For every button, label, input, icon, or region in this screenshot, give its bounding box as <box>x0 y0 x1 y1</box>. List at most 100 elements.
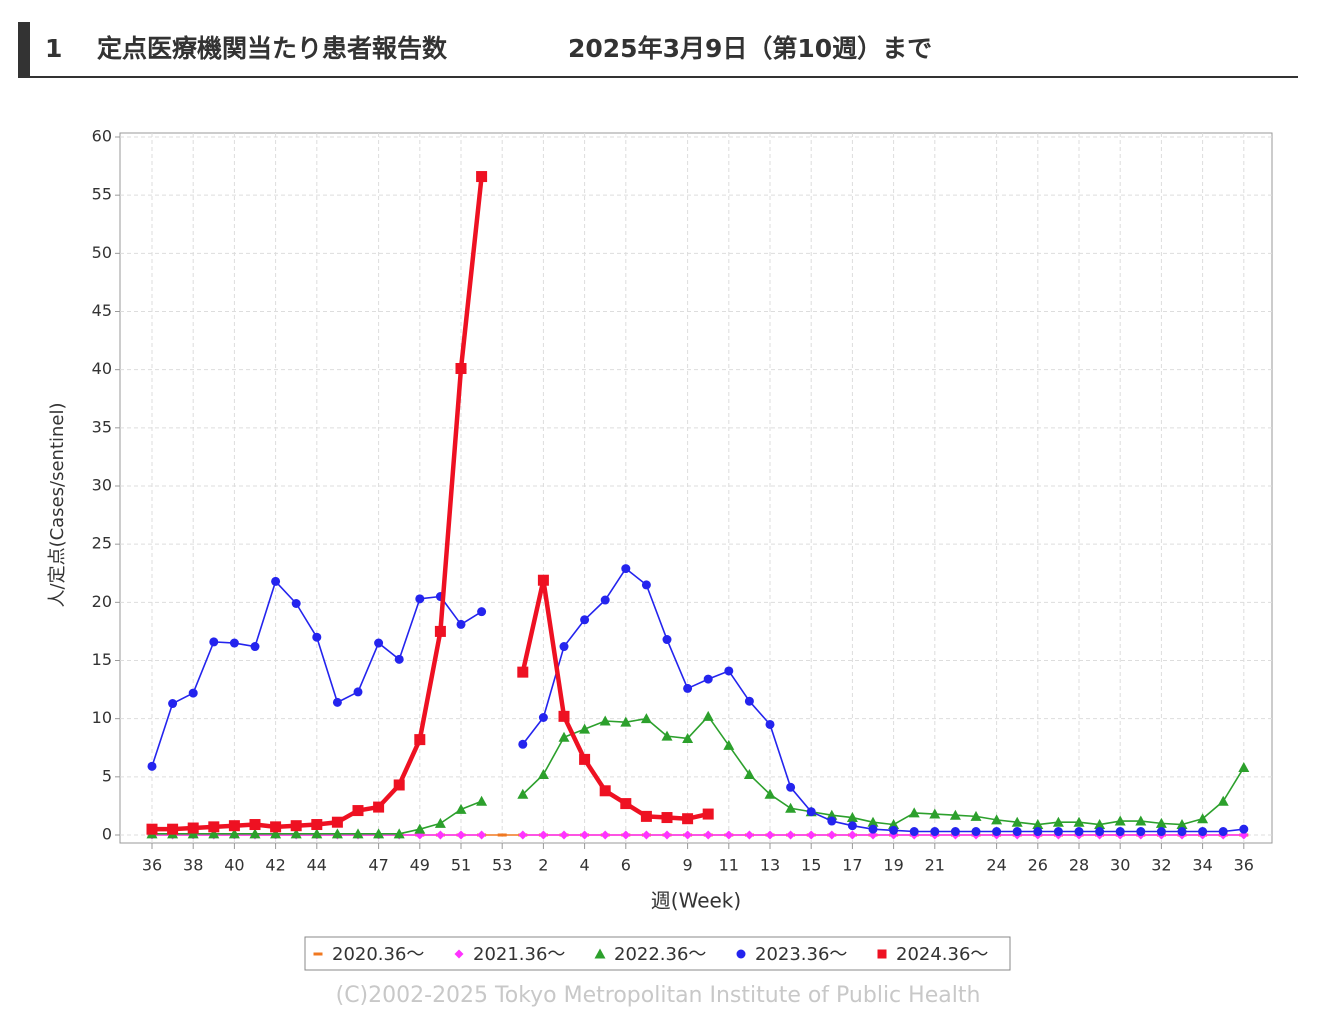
data-point <box>600 595 610 605</box>
legend-swatch <box>736 949 746 959</box>
data-point <box>208 821 220 833</box>
data-point <box>909 827 919 837</box>
x-tick-label: 24 <box>986 856 1006 875</box>
data-point <box>476 795 488 806</box>
series-line <box>151 567 1244 833</box>
data-point <box>743 769 755 780</box>
data-point <box>373 828 385 839</box>
data-point <box>331 816 343 828</box>
data-point <box>393 828 405 839</box>
data-point <box>168 699 178 709</box>
data-point <box>517 666 529 678</box>
data-point <box>827 816 837 826</box>
data-point <box>1074 827 1084 837</box>
data-point <box>621 830 631 840</box>
data-point <box>806 830 816 840</box>
x-axis-label: 週(Week) <box>651 889 741 913</box>
data-point <box>827 830 837 840</box>
data-point <box>415 594 425 604</box>
data-point <box>786 830 796 840</box>
header-bar <box>18 22 30 77</box>
x-tick-label: 11 <box>719 856 739 875</box>
y-tick-label: 45 <box>92 301 112 320</box>
data-point <box>1218 827 1228 837</box>
data-point <box>1239 824 1249 834</box>
data-point <box>703 674 713 684</box>
data-point <box>146 823 158 835</box>
data-point <box>352 805 364 817</box>
data-point <box>455 363 467 375</box>
x-tick-label: 47 <box>368 856 388 875</box>
data-point <box>703 830 713 840</box>
data-point <box>434 817 446 828</box>
data-point <box>291 598 301 608</box>
data-point <box>868 824 878 834</box>
data-point <box>579 723 591 734</box>
data-point <box>456 619 466 629</box>
data-point <box>312 632 322 642</box>
y-tick-label: 30 <box>92 476 112 495</box>
data-point <box>455 803 467 814</box>
data-point <box>558 710 570 722</box>
data-point <box>826 809 838 820</box>
data-point <box>538 830 548 840</box>
data-point <box>476 171 488 183</box>
legend-swatch <box>454 949 464 959</box>
data-point <box>249 819 261 831</box>
data-point <box>908 807 920 818</box>
data-point <box>1094 819 1106 830</box>
data-point <box>1136 827 1146 837</box>
x-tick-label: 30 <box>1110 856 1130 875</box>
data-point <box>1217 795 1229 806</box>
data-point <box>971 827 981 837</box>
data-point <box>580 615 590 625</box>
data-point <box>744 830 754 840</box>
x-tick-label: 53 <box>492 856 512 875</box>
legend-box <box>304 936 1011 971</box>
data-point <box>1176 819 1188 830</box>
legend-swatch <box>313 952 323 956</box>
data-point <box>558 731 570 742</box>
y-tick-label: 50 <box>92 243 112 262</box>
data-point <box>991 814 1003 825</box>
header-number: 1 <box>45 34 62 63</box>
x-tick-label: 15 <box>801 856 821 875</box>
data-point <box>661 730 673 741</box>
plot-frame <box>119 132 1273 844</box>
data-point <box>765 719 775 729</box>
data-point <box>559 830 569 840</box>
x-tick-label: 2 <box>538 856 548 875</box>
y-tick-label: 40 <box>92 359 112 378</box>
legend-label: 2021.36～ <box>473 944 565 965</box>
data-point <box>332 697 342 707</box>
data-point <box>1135 815 1147 826</box>
data-point <box>1115 827 1125 837</box>
data-point <box>723 739 735 750</box>
data-point <box>249 828 261 839</box>
x-tick-label: 40 <box>224 856 244 875</box>
data-point <box>477 830 487 840</box>
data-point <box>950 827 960 837</box>
data-point <box>518 739 528 749</box>
data-point <box>1197 813 1209 824</box>
data-point <box>764 788 776 799</box>
y-tick-label: 20 <box>92 592 112 611</box>
data-point <box>167 823 179 835</box>
data-point <box>930 827 940 837</box>
data-point <box>374 638 384 648</box>
x-tick-label: 28 <box>1069 856 1089 875</box>
data-point <box>1177 827 1187 837</box>
legend-swatch <box>594 948 606 959</box>
data-point <box>414 734 426 746</box>
data-point <box>290 828 302 839</box>
data-point <box>661 812 673 824</box>
data-point <box>435 830 445 840</box>
data-point <box>1053 827 1063 837</box>
x-tick-label: 49 <box>410 856 430 875</box>
data-point <box>724 830 734 840</box>
data-point <box>331 828 343 839</box>
data-point <box>744 696 754 706</box>
data-point <box>393 779 405 791</box>
data-point <box>1238 762 1250 773</box>
